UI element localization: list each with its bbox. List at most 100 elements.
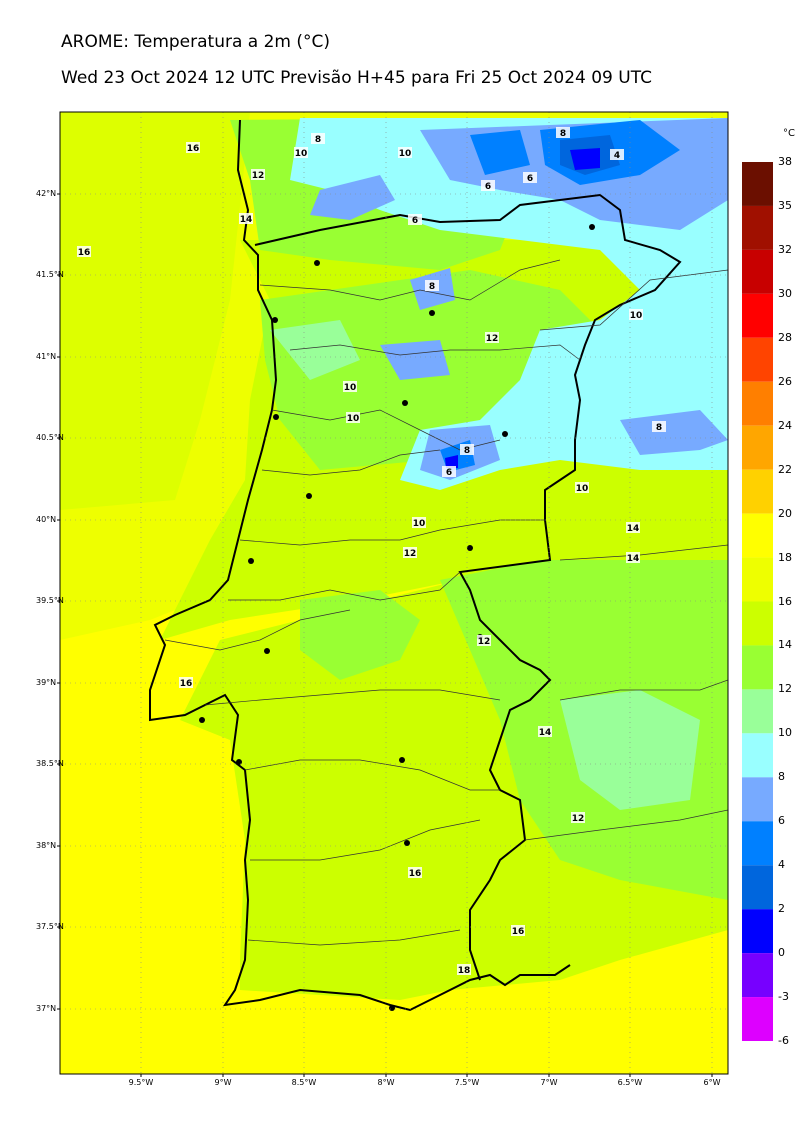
- contour-label-background: [652, 421, 666, 432]
- colorbar-swatch: [742, 513, 773, 558]
- contour-label-background: [239, 213, 253, 224]
- colorbar-swatch: [742, 205, 773, 250]
- contour-label-background: [442, 466, 456, 477]
- colorbar-level-label: 35: [778, 198, 792, 212]
- contour-label-background: [346, 412, 360, 423]
- contour-label: 10: [576, 484, 589, 494]
- colorbar-level-label: 22: [778, 462, 792, 476]
- contour-label: 12: [572, 814, 585, 824]
- longitude-label: 9.5°W: [128, 1078, 154, 1087]
- longitude-label: 8.5°W: [291, 1078, 317, 1087]
- latitude-label: 38.5°N: [36, 759, 64, 768]
- contour-label: 10: [399, 149, 412, 159]
- contour-label-background: [412, 517, 426, 528]
- contour-label: 18: [458, 966, 471, 976]
- contour-label-background: [629, 309, 643, 320]
- colorbar-level-label: 20: [778, 506, 792, 520]
- colorbar-level-label: 12: [778, 682, 792, 696]
- contour-label-background: [556, 127, 570, 138]
- contour-label-background: [610, 149, 624, 160]
- colorbar-swatch: [742, 381, 773, 426]
- colorbar-swatch: [742, 821, 773, 866]
- colorbar-swatch: [742, 557, 773, 602]
- contour-label-background: [186, 142, 200, 153]
- contour-label-background: [403, 547, 417, 558]
- colorbar-level-label: 30: [778, 286, 792, 300]
- contour-label-background: [460, 444, 474, 455]
- colorbar-level-label: 14: [778, 638, 792, 652]
- contour-label: 10: [413, 519, 426, 529]
- map-title: AROME: Temperatura a 2m (°C): [61, 32, 331, 52]
- contour-label-background: [408, 867, 422, 878]
- contour-label: 8: [429, 282, 435, 292]
- contour-label: 12: [486, 334, 499, 344]
- colorbar: [742, 162, 773, 1041]
- contour-label: 8: [656, 423, 662, 433]
- contour-label: 6: [485, 182, 491, 192]
- contour-label: 8: [315, 135, 321, 145]
- contour-label: 14: [627, 524, 640, 534]
- latitude-label: 41.5°N: [36, 270, 64, 279]
- colorbar-level-label: 16: [778, 594, 792, 608]
- longitude-label: 7°W: [540, 1078, 558, 1087]
- contour-label-background: [511, 925, 525, 936]
- latitude-label: 41°N: [36, 352, 57, 361]
- colorbar-swatch: [742, 469, 773, 514]
- colorbar-level-label: 28: [778, 330, 792, 344]
- longitude-label: 6°W: [703, 1078, 721, 1087]
- contour-label-background: [343, 381, 357, 392]
- contour-labels: 16 10 8 10 8 4 12 6 6 14 6 16 8 12 10 10 10 8 6 8 10 14 10 14 12…: [77, 127, 666, 976]
- colorbar-level-label: -6: [778, 1034, 789, 1047]
- longitude-label: 9°W: [214, 1078, 232, 1087]
- map-subtitle: Wed 23 Oct 2024 12 UTC Previsão H+45 par…: [61, 68, 652, 88]
- colorbar-swatch: [742, 293, 773, 338]
- contour-label: 16: [512, 927, 525, 937]
- contour-label: 10: [347, 414, 360, 424]
- colorbar-swatch: [742, 425, 773, 470]
- colorbar-swatch: [742, 865, 773, 910]
- colorbar-swatch: [742, 645, 773, 690]
- latitude-label: 40°N: [36, 515, 57, 524]
- contour-label-background: [523, 172, 537, 183]
- latitude-label: 37.5°N: [36, 922, 64, 931]
- colorbar-swatch: [742, 909, 773, 954]
- contour-label-background: [408, 214, 422, 225]
- colorbar-swatch: [742, 997, 773, 1041]
- latitude-label: 38°N: [36, 841, 57, 850]
- contour-label: 12: [404, 549, 417, 559]
- colorbar-level-label: 38: [778, 155, 792, 168]
- contour-label-background: [425, 280, 439, 291]
- colorbar-swatch: [742, 777, 773, 822]
- contour-label: 10: [344, 383, 357, 393]
- contour-label-background: [626, 552, 640, 563]
- colorbar-level-label: 8: [778, 770, 785, 784]
- contour-label: 16: [409, 869, 422, 879]
- contour-label-background: [311, 133, 325, 144]
- colorbar-level-label: 4: [778, 858, 785, 872]
- contour-label: 8: [560, 129, 566, 139]
- contour-label: 10: [630, 311, 643, 321]
- colorbar-level-label: 24: [778, 418, 792, 432]
- colorbar-swatch: [742, 953, 773, 998]
- longitude-label: 8°W: [377, 1078, 395, 1087]
- contour-label: 12: [252, 171, 265, 181]
- latitude-label: 42°N: [36, 189, 57, 198]
- contour-label-background: [457, 964, 471, 975]
- colorbar-swatch: [742, 733, 773, 778]
- contour-label: 16: [187, 144, 200, 154]
- contour-label: 4: [614, 151, 620, 161]
- latitude-label: 40.5°N: [36, 433, 64, 442]
- contour-label-background: [626, 522, 640, 533]
- colorbar-level-label: 32: [778, 242, 792, 256]
- contour-label: 14: [240, 215, 253, 225]
- colorbar-level-label: 0: [778, 946, 785, 960]
- graticule: [60, 112, 728, 1074]
- coastline: [149, 119, 571, 1012]
- colorbar-swatch: [742, 337, 773, 382]
- contour-label: 6: [446, 468, 452, 478]
- contour-label: 8: [464, 446, 470, 456]
- colorbar-swatch: [742, 162, 773, 206]
- contour-label: 6: [527, 174, 533, 184]
- contour-label-background: [77, 246, 91, 257]
